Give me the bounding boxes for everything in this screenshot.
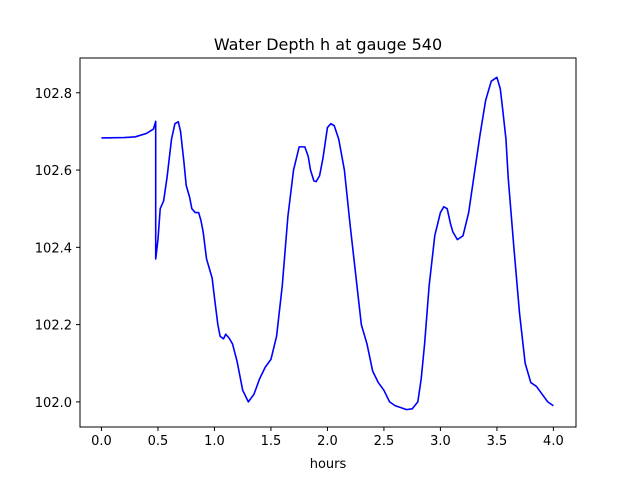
x-axis-ticks: 0.0 0.5 1.0 1.5 2.0 2.5 3.0 3.5 4.0 — [91, 427, 564, 449]
plot-area — [101, 76, 554, 411]
x-tick-label: 0.0 — [91, 434, 112, 449]
chart-title: Water Depth h at gauge 540 — [214, 35, 442, 54]
series-line — [101, 76, 554, 411]
x-tick-label: 1.0 — [204, 434, 225, 449]
y-tick-label: 102.6 — [35, 164, 72, 179]
x-axis-label: hours — [310, 457, 347, 472]
y-tick-label: 102.4 — [35, 241, 72, 256]
x-tick-label: 3.0 — [430, 434, 451, 449]
x-tick-label: 1.5 — [261, 434, 282, 449]
y-tick-label: 102.8 — [35, 87, 72, 102]
x-tick-label: 2.5 — [374, 434, 395, 449]
y-axis-ticks: 102.0 102.2 102.4 102.6 102.8 — [35, 87, 80, 411]
plot-frame — [79, 57, 577, 428]
y-tick-label: 102.2 — [35, 319, 72, 334]
x-tick-label: 0.5 — [148, 434, 169, 449]
x-tick-label: 2.0 — [317, 434, 338, 449]
x-tick-label: 4.0 — [543, 434, 564, 449]
x-tick-label: 3.5 — [487, 434, 508, 449]
y-tick-label: 102.0 — [35, 396, 72, 411]
